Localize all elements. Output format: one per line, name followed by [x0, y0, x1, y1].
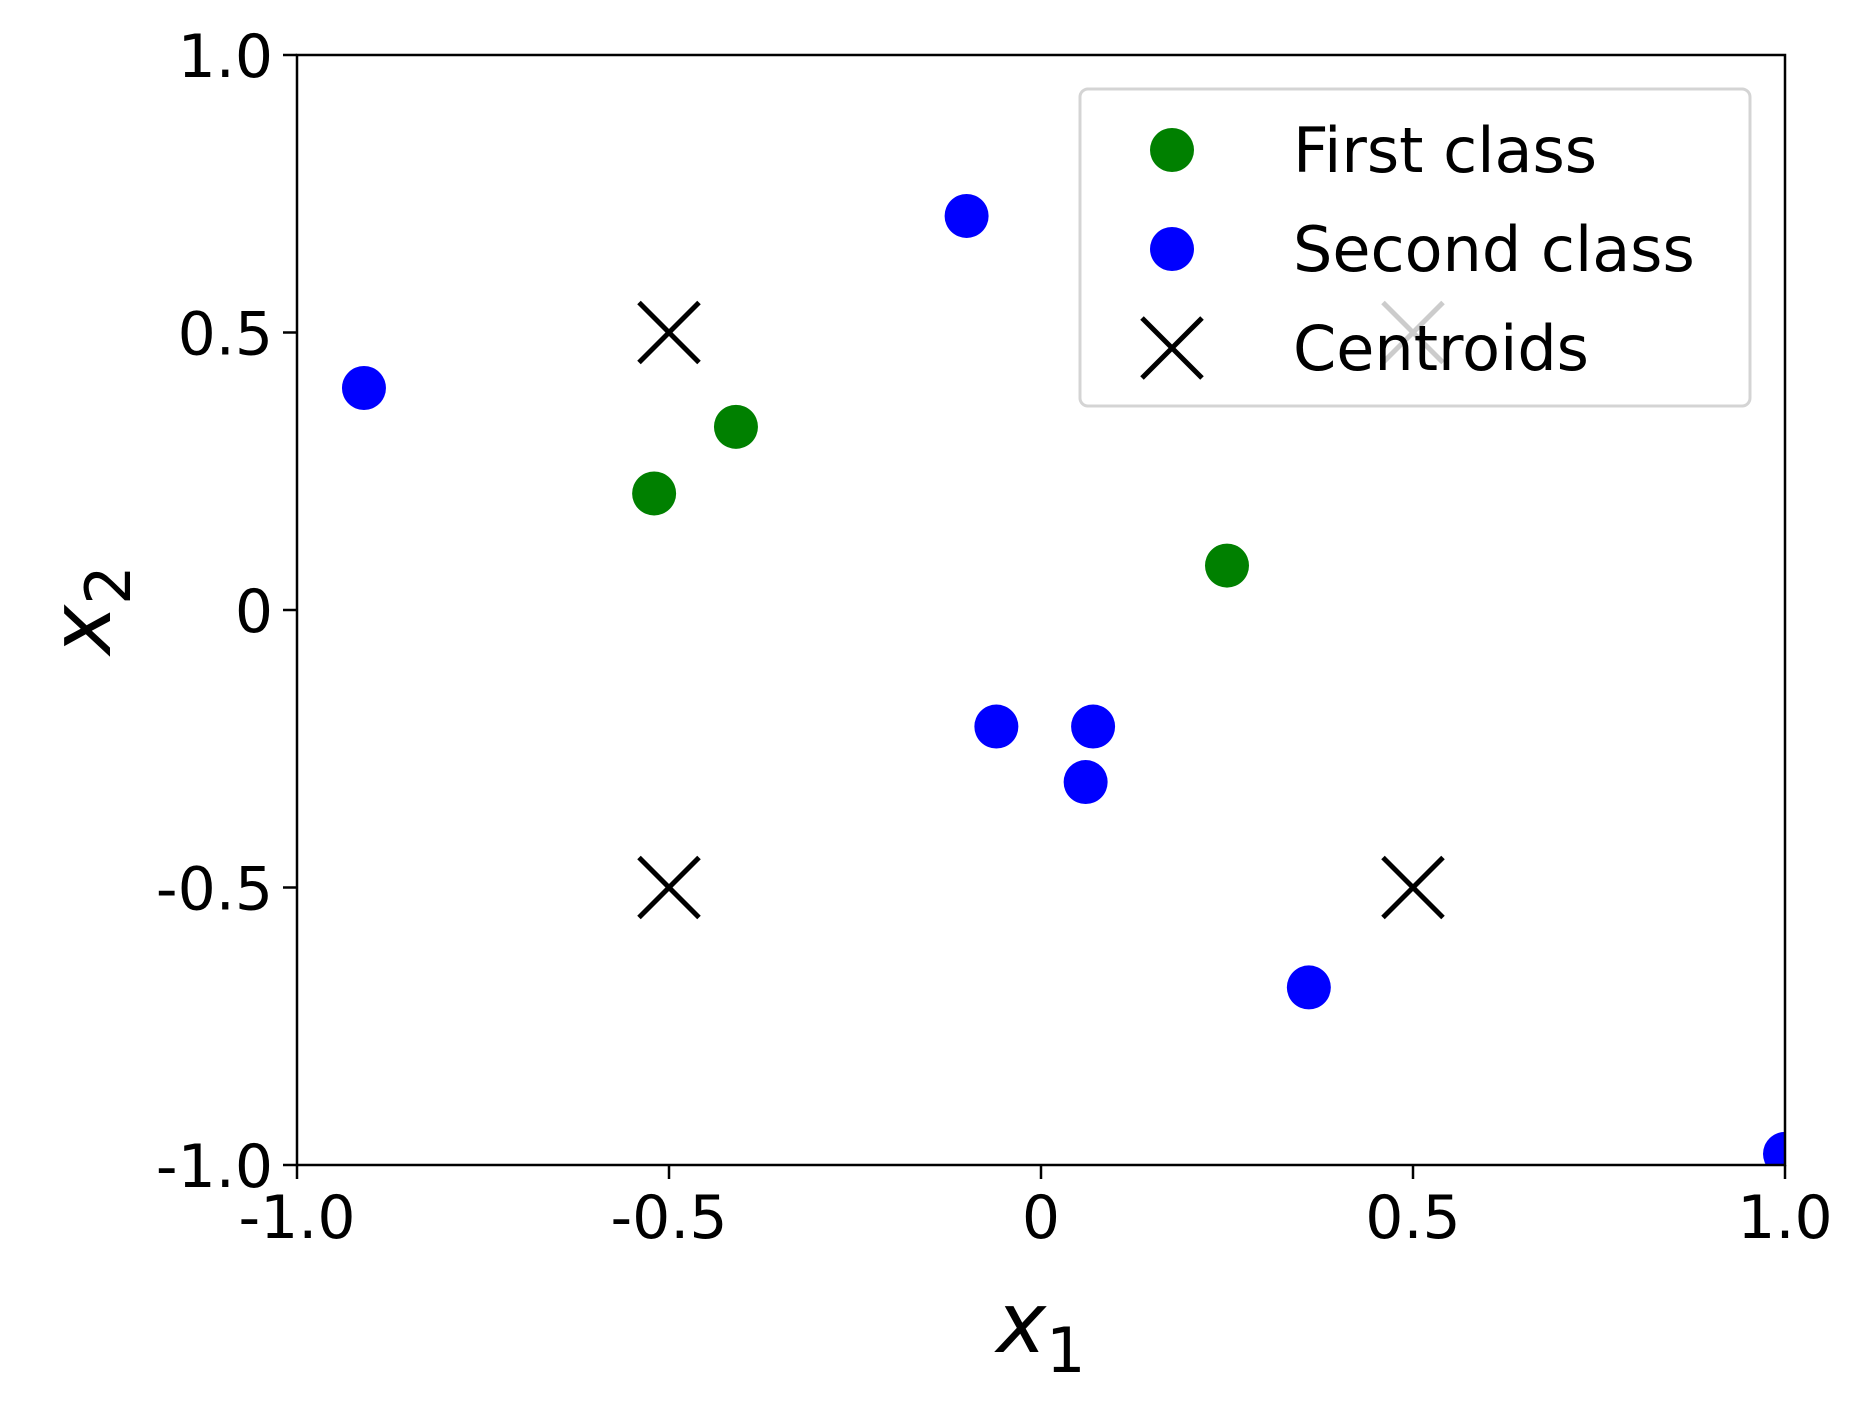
y-axis-label: x2: [32, 565, 145, 657]
legend-label-2: Second class: [1293, 213, 1695, 286]
x-axis-label: x1: [993, 1274, 1085, 1387]
series-2-point: [1071, 704, 1116, 749]
centroid-marker: [637, 855, 701, 920]
series-2-point: [974, 704, 1019, 749]
centroid-marker: [1381, 855, 1445, 920]
series-2-point: [1763, 1131, 1785, 1165]
y-tick-label: 1.0: [178, 22, 273, 92]
series-1-point: [632, 471, 677, 516]
legend-marker-1: [1150, 128, 1194, 172]
legend: First class Second class Centroids: [1078, 87, 1752, 408]
series-2-point: [1286, 965, 1331, 1010]
legend-box: [1078, 87, 1752, 408]
y-tick-label: -0.5: [156, 855, 273, 925]
x-tick-label: 1.0: [1737, 1183, 1832, 1253]
centroid-marker: [637, 300, 701, 365]
series-2-point: [1063, 760, 1108, 805]
axis-ticks: -1.0 -0.5 0 0.5 1.0 -1.0 -0.5 0 0.5 1.0: [156, 22, 1833, 1253]
legend-label-1: First class: [1293, 114, 1597, 187]
series-1-point: [713, 404, 758, 449]
data-marks: [341, 193, 1785, 1165]
x-tick-label: -1.0: [238, 1183, 355, 1253]
series-2-point: [341, 366, 386, 410]
x-tick-label: 0: [1022, 1183, 1060, 1253]
y-tick-label: 0: [235, 577, 273, 647]
x-tick-label: -0.5: [610, 1183, 727, 1253]
series-1-point: [1205, 543, 1249, 588]
legend-marker-3: [1140, 316, 1204, 380]
y-tick-label: -1.0: [156, 1132, 273, 1202]
x-tick-label: 0.5: [1365, 1183, 1460, 1253]
legend-marker-2: [1150, 227, 1194, 271]
y-tick-label: 0.5: [178, 300, 273, 370]
legend-label-3: Centroids: [1293, 312, 1589, 385]
series-2-point: [944, 193, 989, 238]
